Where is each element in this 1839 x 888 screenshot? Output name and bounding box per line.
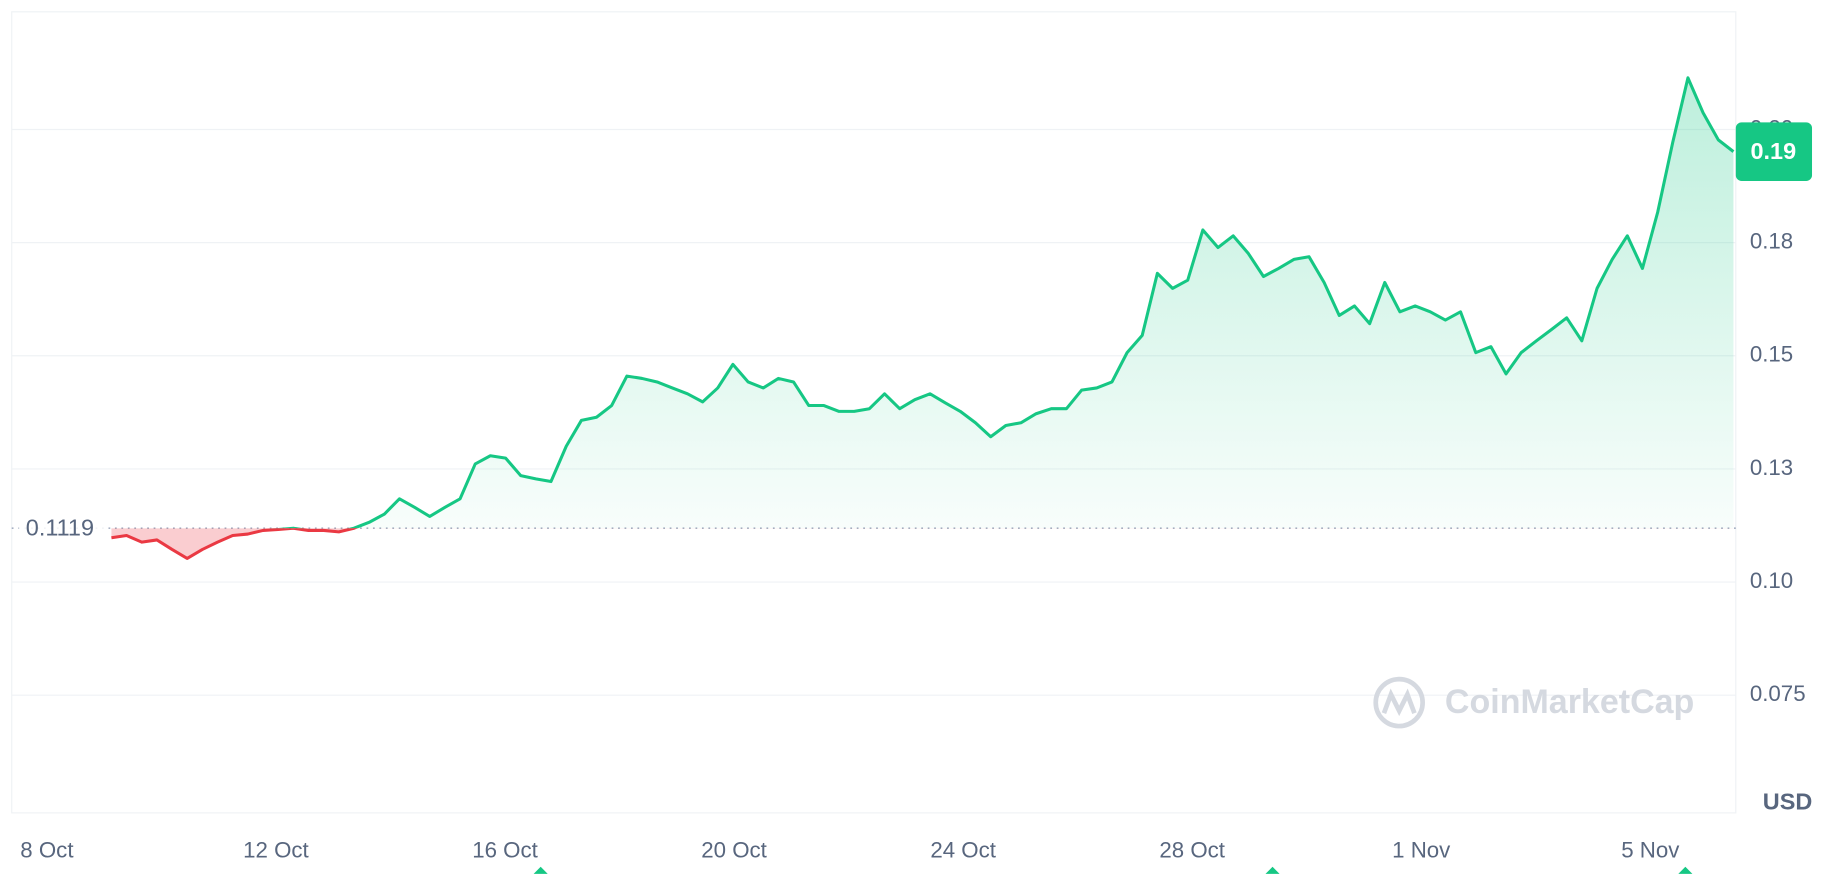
fill-layer: [111, 77, 1734, 559]
x-tick-label: 24 Oct: [930, 837, 996, 862]
y-tick-label: 0.075: [1750, 681, 1806, 706]
reference-label: 0.1119: [26, 515, 94, 541]
y-tick-label: 0.13: [1750, 455, 1793, 480]
area-up: [111, 77, 1734, 529]
line-layer: [111, 76, 1735, 560]
watermark: CoinMarketCap: [1373, 676, 1694, 729]
y-tick-label: 0.10: [1750, 568, 1793, 593]
y-tick-label: 0.15: [1750, 342, 1793, 367]
x-tick-label: 20 Oct: [701, 837, 767, 862]
x-tick-label: 8 Oct: [20, 837, 74, 862]
area-down: [111, 528, 355, 559]
reference-label-bg: [18, 512, 108, 544]
watermark-text: CoinMarketCap: [1445, 683, 1694, 721]
x-tick-label: 1 Nov: [1392, 837, 1451, 862]
x-tick-label: 5 Nov: [1621, 837, 1680, 862]
x-tick-label: 16 Oct: [472, 837, 538, 862]
x-tick-label: 12 Oct: [243, 837, 309, 862]
plot-frame: [11, 11, 1737, 814]
y-tick-label: 0.18: [1750, 229, 1793, 254]
currency-label: USD: [1763, 789, 1812, 815]
price-badge-label: 0.19: [1751, 138, 1797, 164]
x-tick-label: 28 Oct: [1159, 837, 1225, 862]
watermark-logo: [1373, 676, 1425, 729]
watermark-logo: [1381, 688, 1417, 717]
event-marker: [533, 866, 1693, 874]
price-line-up: [274, 76, 1735, 529]
price-badge: [1735, 122, 1813, 181]
